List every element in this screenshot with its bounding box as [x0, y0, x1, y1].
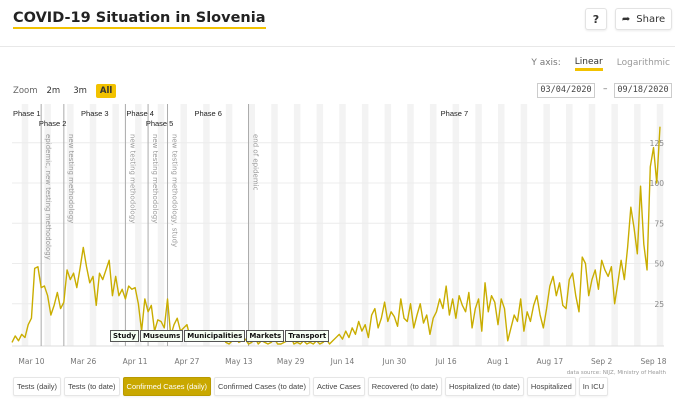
phase-label: Phase 3: [81, 109, 109, 118]
tab-active-cases[interactable]: Active Cases: [312, 377, 365, 396]
weekend-stripe: [225, 104, 233, 346]
weekend-stripe: [157, 104, 165, 346]
weekend-stripe: [452, 104, 460, 346]
logarithmic-option[interactable]: Logarithmic: [616, 58, 670, 68]
weekend-stripe: [44, 104, 51, 346]
weekend-stripe: [543, 104, 550, 346]
share-label: Share: [636, 13, 666, 25]
weekend-stripe: [180, 104, 187, 346]
weekend-stripe: [21, 104, 29, 346]
x-tick-label: Apr 27: [175, 357, 200, 366]
zoom-label: Zoom: [13, 86, 38, 96]
weekend-stripe: [67, 104, 74, 346]
weekend-stripe: [203, 104, 210, 346]
data-source: data source: NIJZ, Ministry of Health: [566, 370, 666, 376]
share-icon: ➦: [621, 13, 631, 25]
x-tick-label: Aug 1: [487, 357, 509, 366]
tab-confirmed-to-date[interactable]: Confirmed Cases (to date): [214, 377, 310, 396]
x-tick-label: Sep 2: [591, 357, 613, 366]
annotation-markets: Markets: [246, 330, 285, 342]
y-tick-label: 50: [654, 260, 664, 269]
y-axis-toggle: Y axis: Linear Logarithmic: [531, 58, 670, 71]
phase-label: Phase 5: [146, 119, 174, 128]
tab-in-icu[interactable]: In ICU: [578, 377, 609, 396]
help-button[interactable]: ?: [585, 8, 607, 30]
weekend-stripe: [248, 104, 256, 346]
page-title: COVID-19 Situation in Slovenia: [13, 9, 266, 29]
zoom-2m-button[interactable]: 2m: [46, 86, 61, 96]
event-label: end of epidemic: [252, 134, 260, 191]
annotation-municipalities: Municipalities: [184, 330, 246, 342]
tab-hospitalized-to-date[interactable]: Hospitalized (to date): [445, 377, 524, 396]
annotation-study: Study: [110, 330, 139, 342]
phase-label: Phase 1: [13, 109, 41, 118]
phase-label: Phase 2: [39, 119, 67, 128]
tab-confirmed-daily[interactable]: Confirmed Cases (daily): [122, 377, 211, 396]
event-label: new testing methodology, study: [171, 134, 179, 247]
event-label: new testing methodology: [128, 134, 136, 223]
weekend-stripe: [656, 104, 664, 346]
date-from-input[interactable]: 03/04/2020: [537, 83, 595, 98]
y-tick-label: 125: [650, 139, 665, 148]
weekend-stripe: [135, 104, 142, 346]
x-tick-label: Jun 30: [381, 357, 406, 366]
weekend-stripe: [634, 104, 641, 346]
weekend-stripe: [112, 104, 119, 346]
tab-recovered[interactable]: Recovered (to date): [367, 377, 443, 396]
series-line: [11, 126, 661, 345]
weekend-stripe: [520, 104, 528, 346]
x-tick-label: Apr 11: [123, 357, 148, 366]
linear-option[interactable]: Linear: [574, 58, 603, 71]
y-tick-label: 25: [654, 300, 664, 309]
weekend-stripe: [429, 104, 437, 346]
weekend-stripe: [293, 104, 301, 346]
annotation-transport: Transport: [285, 330, 330, 342]
phase-label: Phase 7: [441, 109, 469, 118]
x-tick-label: Sep 18: [640, 357, 666, 366]
date-to-input[interactable]: 09/18/2020: [614, 83, 672, 98]
event-label: new testing methodology: [67, 134, 75, 223]
x-tick-label: Jul 16: [435, 357, 457, 366]
tab-tests-daily[interactable]: Tests (daily): [13, 377, 62, 396]
weekend-stripe: [407, 104, 414, 346]
tab-tests-to-date[interactable]: Tests (to date): [64, 377, 120, 396]
y-axis-label: Y axis:: [531, 58, 561, 68]
x-tick-label: May 29: [277, 357, 305, 366]
weekend-stripe: [271, 104, 278, 346]
weekend-stripe: [566, 104, 573, 346]
event-label: epidemic, new testing methodology: [44, 134, 52, 260]
measure-annotations: Study Museums Municipalities Markets Tra…: [110, 330, 330, 342]
zoom-3m-button[interactable]: 3m: [73, 86, 87, 96]
series-tabs: Tests (daily) Tests (to date) Confirmed …: [13, 377, 609, 396]
annotation-museums: Museums: [139, 330, 184, 342]
weekend-stripe: [339, 104, 346, 346]
weekend-stripe: [498, 104, 505, 346]
x-tick-label: May 13: [225, 357, 253, 366]
phase-label: Phase 4: [126, 109, 154, 118]
weekend-stripe: [89, 104, 97, 346]
date-separator: –: [603, 84, 608, 94]
divider: [0, 46, 675, 47]
x-tick-label: Jun 14: [330, 357, 355, 366]
zoom-all-button[interactable]: All: [95, 84, 117, 98]
share-button[interactable]: ➦ Share: [615, 8, 672, 30]
weekend-stripe: [361, 104, 369, 346]
x-tick-label: Mar 10: [18, 357, 44, 366]
y-tick-label: 75: [654, 219, 664, 228]
phase-label: Phase 6: [194, 109, 222, 118]
weekend-stripe: [384, 104, 392, 346]
event-label: new testing methodology: [151, 134, 159, 223]
zoom-controls: Zoom 2m 3m All: [13, 84, 117, 98]
weekend-stripe: [316, 104, 324, 346]
x-tick-label: Mar 26: [70, 357, 96, 366]
x-tick-label: Aug 17: [537, 357, 564, 366]
weekend-stripe: [475, 104, 482, 346]
weekend-stripe: [588, 104, 596, 346]
weekend-stripe: [611, 104, 618, 346]
tab-hospitalized[interactable]: Hospitalized: [526, 377, 576, 396]
